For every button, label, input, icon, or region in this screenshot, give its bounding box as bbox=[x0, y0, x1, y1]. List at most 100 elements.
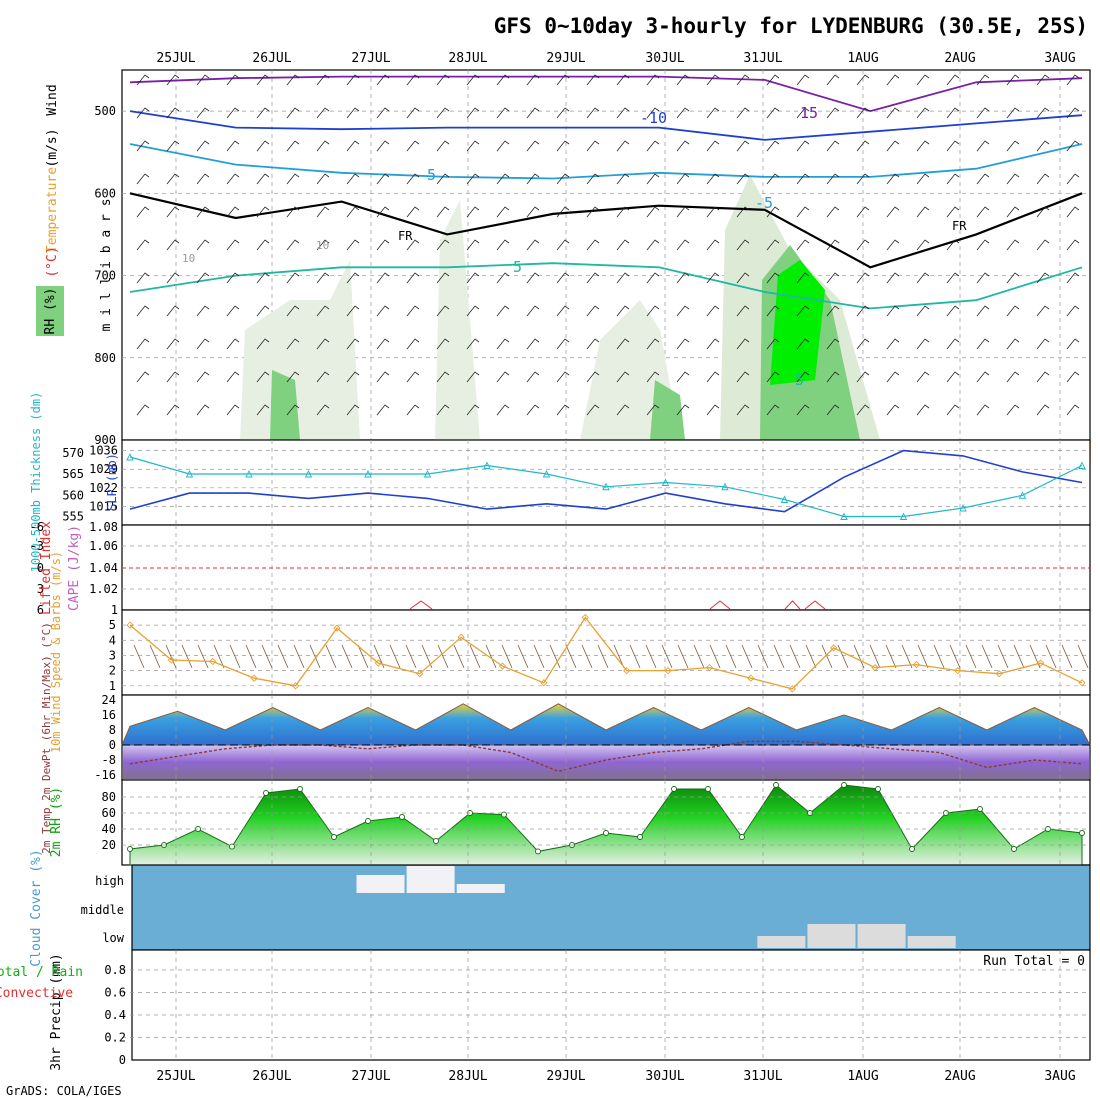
ua-legend-temp: Temperature bbox=[45, 167, 60, 253]
wind-barb bbox=[196, 338, 210, 350]
wind-barb bbox=[586, 371, 600, 383]
wind-barb bbox=[826, 239, 840, 251]
wind-barb bbox=[586, 338, 600, 350]
wind-barb bbox=[226, 74, 240, 86]
wind-barb bbox=[736, 272, 750, 284]
wind-barb bbox=[136, 107, 150, 119]
wind-barb bbox=[1006, 173, 1020, 185]
wind-barb bbox=[556, 371, 570, 383]
y-tick-label: 3 bbox=[37, 582, 44, 596]
wind-barb bbox=[556, 107, 570, 119]
panel-upper-air: 15 -10 -5 -5 FR FR 5 5 10 10 50060070080… bbox=[36, 51, 1091, 802]
cape-ylabel: CAPE (J/kg) bbox=[67, 525, 82, 611]
wind-barb bbox=[389, 644, 401, 669]
wind-barb bbox=[1066, 239, 1080, 251]
wind-barb bbox=[645, 644, 657, 669]
wind-barb bbox=[616, 371, 630, 383]
rh-point bbox=[127, 846, 133, 852]
wind-barb bbox=[346, 74, 360, 86]
x-tick-label: 28JUL bbox=[448, 1069, 487, 1084]
rh-shade-high bbox=[770, 260, 825, 385]
y-tick-label: 555 bbox=[62, 510, 84, 524]
wind-barb bbox=[256, 206, 270, 218]
rh-point bbox=[331, 834, 337, 840]
wind-barb bbox=[316, 173, 330, 185]
wind-barb bbox=[133, 644, 145, 669]
x-tick-label: 25JUL bbox=[156, 1069, 195, 1084]
x-tick-label: 31JUL bbox=[743, 51, 782, 66]
wind-barb bbox=[886, 338, 900, 350]
thickness-point bbox=[483, 461, 491, 469]
wind-barb bbox=[166, 404, 180, 416]
wind-speed-point bbox=[871, 663, 879, 672]
wind-barb bbox=[796, 206, 810, 218]
contour-label-rh-10-b: 10 bbox=[316, 239, 329, 252]
ua-legend-wind-unit: (m/s) bbox=[45, 128, 60, 167]
wind-barb bbox=[976, 140, 990, 152]
rh-shade-light bbox=[240, 260, 360, 440]
wind-barb bbox=[436, 107, 450, 119]
wind-barb bbox=[1013, 644, 1025, 669]
rh-point bbox=[875, 786, 881, 792]
wind-barb bbox=[949, 644, 961, 669]
wind-barb bbox=[196, 272, 210, 284]
wind-barb bbox=[213, 644, 225, 669]
x-tick-label: 29JUL bbox=[546, 51, 585, 66]
wind-barb bbox=[1066, 107, 1080, 119]
wind-barb bbox=[766, 140, 780, 152]
wind-barb bbox=[886, 272, 900, 284]
wind-barb bbox=[946, 173, 960, 185]
thickness-point bbox=[1018, 491, 1027, 499]
wind-barb bbox=[586, 173, 600, 185]
cloud-frame bbox=[131, 864, 1091, 951]
wind-barb bbox=[976, 272, 990, 284]
wind-barb bbox=[766, 305, 780, 317]
wind-barb bbox=[1066, 305, 1080, 317]
rh-ylabel: 2m RH (%) bbox=[49, 787, 64, 857]
wind-barb bbox=[346, 239, 360, 251]
wind-barb bbox=[976, 74, 990, 86]
wind-barb bbox=[736, 206, 750, 218]
wind-barb bbox=[376, 338, 390, 350]
wind-barb bbox=[406, 239, 420, 251]
wind-barb bbox=[616, 239, 630, 251]
wind-barb bbox=[976, 338, 990, 350]
precip-legend-total: Total / Rain bbox=[0, 965, 83, 980]
wind-barb bbox=[376, 404, 390, 416]
rh-point bbox=[909, 846, 915, 852]
rh-gridlines bbox=[122, 780, 1090, 865]
wind-barb bbox=[916, 338, 930, 350]
wind-barb bbox=[856, 272, 870, 284]
wind-barb bbox=[256, 107, 270, 119]
wind-barb bbox=[256, 338, 270, 350]
wind-barb bbox=[661, 644, 673, 669]
rh-point bbox=[535, 848, 541, 855]
wind-barb bbox=[466, 371, 480, 383]
wind-barb bbox=[916, 107, 930, 119]
thickness-series-line bbox=[129, 456, 1083, 518]
wind-barb bbox=[526, 173, 540, 185]
wind-barb bbox=[796, 338, 810, 350]
wind-barb bbox=[226, 206, 240, 218]
wind-barb bbox=[736, 74, 750, 86]
wind-barb bbox=[316, 305, 330, 317]
wind-barb bbox=[136, 272, 150, 284]
wind-barb bbox=[496, 305, 510, 317]
wind-barb bbox=[165, 644, 177, 669]
wind-speed-point bbox=[830, 644, 838, 652]
rh-point bbox=[841, 782, 847, 788]
wind-barb bbox=[616, 305, 630, 317]
temp-gridlines bbox=[175, 695, 1061, 780]
wind-barb bbox=[646, 371, 660, 383]
wind-barb bbox=[676, 305, 690, 317]
wind-barb bbox=[1036, 272, 1050, 284]
wind-barb bbox=[466, 305, 480, 317]
wind-barb bbox=[466, 173, 480, 185]
x-tick-label: 2AUG bbox=[944, 51, 975, 66]
contour-label-rh-10: 10 bbox=[182, 252, 195, 265]
cloud-ylabel: Cloud Cover (%) bbox=[29, 849, 44, 966]
wind-barb bbox=[976, 404, 990, 416]
wind-barb bbox=[436, 239, 450, 251]
wind-barb bbox=[357, 644, 369, 669]
wind-barb bbox=[226, 338, 240, 350]
